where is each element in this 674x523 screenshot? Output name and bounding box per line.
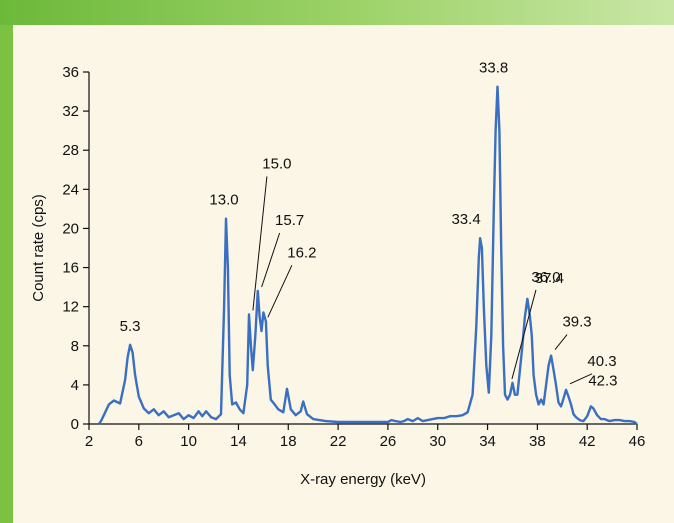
- y-axis-title: Count rate (cps): [30, 194, 47, 302]
- peak-label: 42.3: [588, 372, 617, 389]
- peak-label: 33.8: [479, 60, 508, 77]
- annotation-leader: [554, 334, 568, 350]
- x-tick-label: 10: [180, 433, 197, 450]
- y-tick-label: 36: [62, 64, 79, 81]
- x-tick-label: 14: [230, 433, 247, 450]
- peak-label: 39.3: [562, 314, 591, 331]
- annotation-leader: [252, 176, 268, 311]
- x-tick-label: 34: [479, 433, 496, 450]
- annotation-leader: [569, 373, 593, 385]
- annotation-layer: 5.3 13.0 15.0 15.7 16.2 33.4 33.8 36.037.4 39.3 4…: [120, 60, 618, 390]
- y-tick-label: 12: [62, 299, 79, 316]
- peak-label: 15.0: [262, 155, 291, 172]
- top-banner: [0, 0, 674, 25]
- axes: [88, 72, 637, 425]
- peak-label: 16.2: [287, 244, 316, 261]
- y-tick-label: 0: [71, 416, 79, 433]
- x-axis-title: X-ray energy (keV): [300, 471, 426, 488]
- x-tick-label: 18: [280, 433, 297, 450]
- x-tick-label: 30: [429, 433, 446, 450]
- annotation-leader: [511, 289, 537, 380]
- x-tick-label: 46: [629, 433, 646, 450]
- y-tick-label: 4: [71, 377, 79, 394]
- y-tick-label: 28: [62, 142, 79, 159]
- y-tick-label: 8: [71, 338, 79, 355]
- x-tick-label: 26: [380, 433, 397, 450]
- y-tick-label: 16: [62, 260, 79, 277]
- peak-label: 33.4: [451, 211, 480, 228]
- y-tick-label: 32: [62, 103, 79, 120]
- peak-label: 36.0: [531, 269, 560, 286]
- peak-label: 13.0: [209, 192, 238, 209]
- x-tick-label: 2: [85, 433, 93, 450]
- peak-label: 37.4: [535, 270, 564, 287]
- annotation-leader: [267, 265, 293, 318]
- y-tick-label: 20: [62, 220, 79, 237]
- x-tick-label: 22: [330, 433, 347, 450]
- peak-label: 5.3: [120, 318, 141, 335]
- x-tick-label: 38: [529, 433, 546, 450]
- peak-label: 40.3: [587, 353, 616, 370]
- x-tick-label: 6: [135, 433, 143, 450]
- series-layer: [97, 85, 638, 425]
- chart-panel: [13, 25, 674, 523]
- y-tick-label: 24: [62, 181, 79, 198]
- x-tick-label: 42: [579, 433, 596, 450]
- peak-label: 15.7: [275, 212, 304, 229]
- annotation-leader: [261, 232, 281, 288]
- spectrum-line: [97, 85, 638, 425]
